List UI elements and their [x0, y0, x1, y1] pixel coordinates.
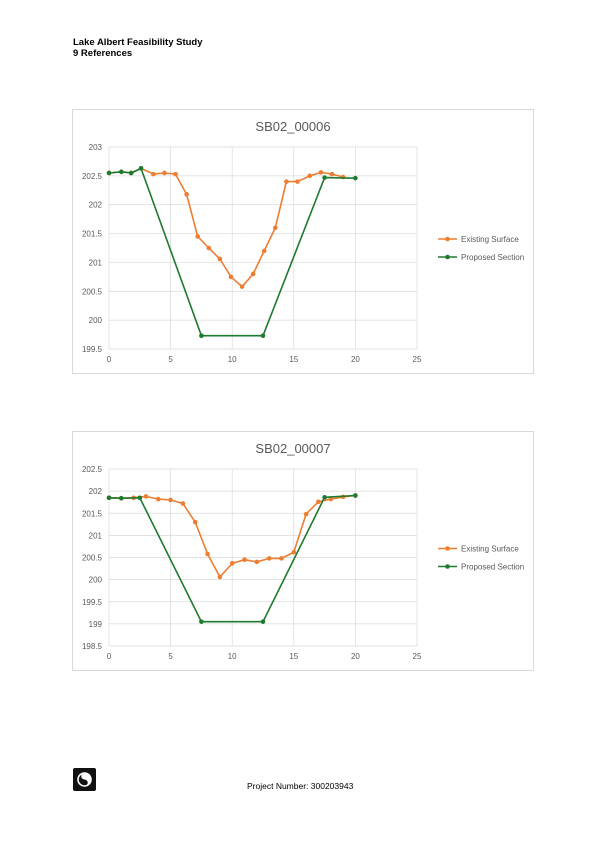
chart1-existing-surface-point	[162, 170, 167, 176]
chart2-proposed-section-point	[106, 495, 112, 501]
chart2-existing-surface-point	[155, 496, 161, 502]
section-title: 9 References	[73, 48, 133, 59]
chart1-x-tick-label: 5	[168, 355, 173, 364]
chart2-proposed-section-point	[322, 495, 327, 500]
document-header: Lake Albert Feasibility Study 9 Referenc…	[73, 37, 203, 59]
chart1-existing-surface-point	[217, 256, 223, 262]
chart1-y-tick-label: 200.5	[82, 287, 103, 296]
chart1-proposed-section-point	[353, 175, 358, 181]
chart2-y-tick-label: 201.5	[82, 509, 103, 518]
chart1-x-tick-label: 15	[289, 355, 298, 364]
chart1-x-tick-label: 10	[228, 355, 237, 364]
chart1-existing-surface-point	[206, 245, 212, 251]
chart-sb02-00006: SB02_00006 199.5 200 200.5 201 201.5 202 202.5 2…	[72, 109, 534, 374]
chart2-y-tick-label: 202	[89, 487, 103, 496]
chart1-y-tick-label: 202.5	[82, 172, 103, 181]
chart1-existing-surface-point	[195, 234, 201, 239]
chart1-x-tick-label: 20	[351, 355, 360, 364]
chart1-proposed-section-point	[199, 333, 204, 339]
chart2-proposed-section-point	[119, 495, 124, 501]
chart2-x-tick-label: 5	[168, 652, 173, 661]
chart-sb02-00007-svg: SB02_00007198.5199199.5200200.5201201.52…	[82, 441, 524, 661]
chart1-existing-surface-point	[284, 179, 289, 184]
chart1-y-tick-label: 203	[89, 143, 103, 152]
chart2-existing-surface-point	[217, 574, 223, 580]
chart2-existing-surface-point	[143, 494, 149, 499]
chart1-proposed-section-point	[106, 170, 112, 176]
chart1-legend-label-2: Proposed Section	[461, 253, 524, 262]
chart1-proposed-section-point	[260, 333, 266, 339]
chart1-y-tick-label: 201.5	[82, 230, 103, 239]
chart1-y-tick-label: 199.5	[82, 345, 103, 354]
chart1-proposed-section-point	[128, 170, 134, 176]
chart1-existing-surface-point	[261, 248, 267, 254]
chart1-y-tick-label: 200	[89, 316, 103, 325]
chart2-y-tick-label: 202.5	[82, 465, 103, 474]
chart1-proposed-section-point	[322, 175, 327, 180]
chart2-y-tick-label: 198.5	[82, 642, 103, 651]
chart2-x-tick-label: 10	[228, 652, 237, 661]
chart2-proposed-section-point	[199, 619, 204, 624]
chart2-x-tick-label: 15	[289, 652, 298, 661]
chart1-existing-surface-point	[295, 179, 300, 184]
chart1-x-tick-label: 25	[413, 355, 422, 364]
chart2-proposed-section-point	[137, 495, 143, 501]
chart1-existing-surface-point	[151, 171, 156, 177]
chart1-existing-surface-point	[184, 192, 189, 197]
chart2-legend-marker-1	[445, 546, 450, 551]
chart1-existing-surface-point	[173, 171, 178, 177]
chart1-existing-surface-point	[228, 274, 234, 280]
chart2-existing-surface-point	[168, 497, 173, 503]
chart2-legend-label-1: Existing Surface	[461, 545, 519, 554]
chart1-existing-surface-point	[307, 173, 313, 179]
chart1-y-tick-label: 202	[89, 201, 103, 210]
chart1-legend-marker-2	[445, 254, 450, 260]
chart1-existing-surface-point	[318, 170, 324, 175]
document-title: Lake Albert Feasibility Study	[73, 37, 203, 48]
chart-sb02-00006-svg: SB02_00006199.5200200.5201201.5202202.52…	[82, 119, 524, 364]
chart2-proposed-section-point	[353, 493, 358, 498]
chart2-x-tick-label: 20	[351, 652, 360, 661]
chart1-title: SB02_00006	[255, 119, 330, 134]
chart2-existing-surface-point	[180, 501, 186, 506]
project-number: Project Number: 300203943	[247, 781, 354, 791]
chart1-legend-marker-1	[445, 236, 450, 242]
chart2-existing-surface-point	[242, 557, 247, 563]
chart1-existing-surface-line	[108, 167, 344, 288]
chart2-existing-surface-point	[279, 556, 284, 561]
chart2-legend-marker-2	[445, 564, 450, 569]
chart2-y-tick-label: 199.5	[82, 598, 103, 607]
chart1-proposed-section-point	[119, 169, 124, 175]
chart2-legend-label-2: Proposed Section	[461, 563, 524, 572]
chart2-x-tick-label: 0	[107, 652, 112, 661]
chart2-y-tick-label: 199	[89, 620, 103, 629]
chart2-existing-surface-point	[328, 496, 334, 502]
chart2-y-tick-label: 201	[89, 531, 103, 540]
chart1-existing-surface-point	[239, 284, 245, 289]
chart2-existing-surface-point	[266, 556, 272, 561]
chart2-existing-surface-point	[291, 549, 297, 555]
chart1-existing-surface-point	[329, 171, 335, 177]
chart2-y-tick-label: 200	[89, 576, 103, 585]
chart1-existing-surface-point	[273, 225, 278, 231]
chart2-proposed-section-point	[260, 619, 266, 624]
company-logo-icon	[73, 768, 96, 791]
chart1-proposed-section-point	[138, 166, 144, 171]
chart2-title: SB02_00007	[255, 441, 330, 456]
chart1-x-tick-label: 0	[107, 355, 112, 364]
chart2-existing-surface-point	[205, 551, 210, 557]
chart2-existing-surface-point	[316, 499, 321, 505]
chart2-x-tick-label: 25	[413, 652, 422, 661]
chart2-y-tick-label: 200.5	[82, 554, 103, 563]
chart1-legend-label-1: Existing Surface	[461, 235, 519, 244]
chart1-y-tick-label: 201	[89, 258, 103, 267]
chart-sb02-00007: SB02_00007 198.5 199 199.5 200 200.5 201 201.5 2…	[72, 431, 534, 671]
chart2-existing-surface-point	[254, 559, 260, 565]
chart2-existing-surface-point	[303, 511, 309, 517]
chart2-existing-surface-point	[192, 519, 198, 525]
chart1-existing-surface-point	[250, 271, 256, 277]
chart2-existing-surface-point	[229, 560, 235, 566]
